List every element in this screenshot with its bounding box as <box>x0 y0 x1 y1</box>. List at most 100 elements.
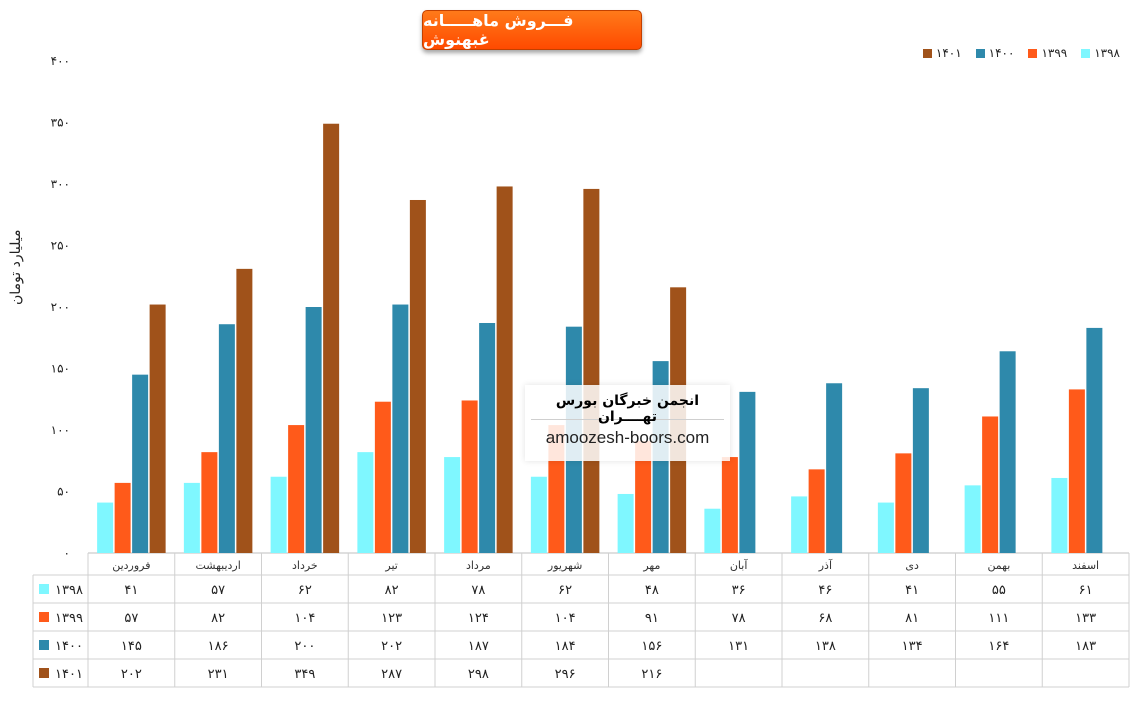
y-axis-label: میلیارد تومان <box>8 229 24 305</box>
data-label: ۸۲ <box>211 611 225 626</box>
y-tick-label: ۴۰۰ <box>51 54 70 68</box>
data-label: ۱۸۴ <box>555 639 576 654</box>
data-label: ۵۷ <box>124 611 138 626</box>
x-tick-label: مهر <box>642 559 660 572</box>
watermark-title: انجمن خبرگان بورس تهــــران <box>531 385 724 425</box>
data-label: ۱۸۳ <box>1075 639 1096 654</box>
legend-swatch-1398 <box>1081 48 1091 58</box>
bar-۱۳۹۸-5 <box>530 476 547 553</box>
bar-۱۴۰۱-4 <box>496 186 513 553</box>
legend-label-1399: ۱۳۹۹ <box>1041 46 1068 60</box>
table-row-label-۱۳۹۸: ۱۳۹۸ <box>55 583 83 598</box>
x-tick-label: آذر <box>818 558 833 572</box>
data-label: ۶۱ <box>1079 583 1093 598</box>
y-tick-label: ۱۰۰ <box>51 423 70 437</box>
x-tick-label: مرداد <box>466 559 491 572</box>
data-label: ۶۸ <box>818 611 832 626</box>
table-row-label-۱۴۰۱: ۱۴۰۱ <box>55 667 83 682</box>
legend-swatch-1401 <box>922 48 932 58</box>
data-label: ۱۱۱ <box>988 611 1009 626</box>
data-label: ۴۶ <box>818 583 832 598</box>
bar-۱۳۹۸-1 <box>183 482 200 553</box>
data-label: ۱۸۶ <box>208 639 229 654</box>
table-row-swatch-۱۴۰۰ <box>39 640 49 650</box>
data-label: ۴۱ <box>124 583 138 598</box>
table-row-label-۱۴۰۰: ۱۴۰۰ <box>55 639 83 654</box>
bar-۱۴۰۰-11 <box>1086 327 1103 553</box>
x-tick-label: بهمن <box>987 559 1010 572</box>
y-tick-label: ۰ <box>64 546 70 560</box>
y-tick-label: ۲۰۰ <box>51 300 70 314</box>
y-tick-label: ۵۰ <box>57 485 70 499</box>
bar-۱۴۰۰-7 <box>739 391 756 553</box>
bar-۱۳۹۹-10 <box>982 416 999 553</box>
data-label: ۶۲ <box>298 583 312 598</box>
x-tick-label: آبان <box>730 558 748 572</box>
x-tick-label: دی <box>905 559 919 572</box>
data-label: ۲۸۷ <box>381 667 402 682</box>
data-label: ۴۱ <box>905 583 919 598</box>
bar-۱۳۹۸-6 <box>617 493 634 553</box>
data-label: ۱۲۳ <box>381 611 402 626</box>
bar-۱۴۰۱-1 <box>236 268 253 553</box>
bar-۱۳۹۹-8 <box>808 469 825 553</box>
legend-label-1398: ۱۳۹۸ <box>1094 46 1120 60</box>
bar-۱۳۹۸-8 <box>791 496 808 553</box>
bar-۱۳۹۸-3 <box>357 452 374 553</box>
data-label: ۱۳۴ <box>902 639 923 654</box>
bar-۱۴۰۰-9 <box>912 388 929 553</box>
bar-۱۳۹۸-10 <box>964 485 981 553</box>
chart-title: فـــروش ماهـــــانه غبهنوش <box>422 10 642 50</box>
bar-۱۴۰۰-1 <box>218 324 235 553</box>
data-label: ۷۸ <box>732 611 746 626</box>
data-label: ۴۸ <box>645 583 659 598</box>
data-label: ۱۳۳ <box>1075 611 1096 626</box>
data-label: ۲۰۰ <box>294 639 315 654</box>
bar-۱۳۹۸-9 <box>877 502 894 553</box>
data-label: ۱۶۴ <box>988 639 1009 654</box>
y-tick-label: ۲۵۰ <box>51 239 70 253</box>
data-label: ۷۸ <box>471 583 485 598</box>
bar-۱۴۰۰-10 <box>999 351 1016 553</box>
table-row-swatch-۱۴۰۱ <box>39 668 49 678</box>
bar-۱۴۰۱-3 <box>409 199 426 554</box>
bar-۱۴۰۱-0 <box>149 304 166 553</box>
data-label: ۸۲ <box>385 583 399 598</box>
legend-label-1400: ۱۴۰۰ <box>988 46 1015 60</box>
x-tick-label: فروردین <box>112 559 150 572</box>
bar-۱۴۰۰-0 <box>132 374 149 553</box>
bar-۱۳۹۹-1 <box>201 452 218 553</box>
data-label: ۵۵ <box>992 583 1006 598</box>
bar-۱۳۹۹-6 <box>635 441 652 553</box>
data-label: ۱۳۱ <box>728 639 749 654</box>
data-label: ۹۱ <box>645 611 659 626</box>
data-label: ۲۹۶ <box>555 667 576 682</box>
data-label: ۱۵۶ <box>641 639 662 654</box>
data-label: ۲۳۱ <box>208 667 229 682</box>
bar-۱۴۰۰-8 <box>826 383 843 553</box>
legend-item-1401: ۱۴۰۱ <box>922 46 962 60</box>
x-tick-label: تیر <box>384 559 397 572</box>
data-label: ۱۸۷ <box>468 639 489 654</box>
bar-۱۳۹۹-2 <box>288 425 305 553</box>
table-row-swatch-۱۳۹۹ <box>39 612 49 622</box>
data-label: ۶۲ <box>558 583 572 598</box>
bar-۱۳۹۹-3 <box>374 401 391 553</box>
data-label: ۱۳۸ <box>815 639 836 654</box>
data-label: ۸۱ <box>905 611 919 626</box>
x-tick-label: خرداد <box>292 559 318 572</box>
data-label: ۱۰۴ <box>294 611 315 626</box>
data-label: ۳۴۹ <box>294 667 315 682</box>
table-row-swatch-۱۳۹۸ <box>39 584 49 594</box>
data-label: ۱۲۴ <box>468 611 489 626</box>
data-label: ۵۷ <box>211 583 225 598</box>
bar-۱۳۹۸-2 <box>270 476 287 553</box>
legend-label-1401: ۱۴۰۱ <box>935 46 962 60</box>
bar-۱۴۰۰-2 <box>305 307 322 553</box>
legend-swatch-1400 <box>975 48 985 58</box>
bar-۱۳۹۹-4 <box>461 400 478 553</box>
legend-item-1398: ۱۳۹۸ <box>1081 46 1120 60</box>
bar-۱۴۰۰-3 <box>392 304 409 553</box>
